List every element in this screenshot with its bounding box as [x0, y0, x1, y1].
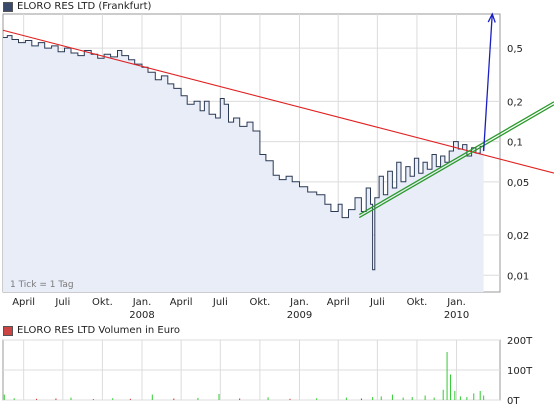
y-tick-label: 0,5 [507, 44, 523, 55]
y-tick-label: 0,1 [507, 138, 523, 149]
x-year-label: 2009 [287, 310, 312, 321]
volume-chart-title: ELORO RES LTD Volumen in Euro [17, 325, 181, 336]
x-tick-label: Jan. [289, 297, 309, 308]
y-tick-label: 0,2 [507, 97, 523, 108]
price-chart-title: ELORO RES LTD (Frankfurt) [17, 1, 152, 12]
price-y-axis: 0,5 0,2 0,1 0,05 0,02 0,01 [507, 44, 529, 282]
y-tick-label: 0,01 [507, 271, 529, 282]
tick-note: 1 Tick = 1 Tag [10, 280, 74, 290]
volume-y-axis: 200T 100T 0T [507, 336, 533, 407]
x-year-label: 2008 [129, 310, 154, 321]
price-legend-swatch [3, 1, 13, 12]
volume-legend-swatch [3, 325, 13, 336]
price-legend: ELORO RES LTD (Frankfurt) [3, 1, 151, 12]
trendline-down [2, 29, 554, 174]
trendline-up [358, 104, 554, 219]
x-tick-label: Okt. [250, 297, 271, 308]
volume-y-tick-label: 0T [507, 396, 520, 407]
volume-y-tick-label: 200T [507, 336, 533, 347]
x-tick-label: Juli [369, 297, 385, 308]
y-tick-label: 0,05 [507, 178, 529, 189]
x-tick-label: Okt. [92, 297, 113, 308]
trendlines [2, 29, 554, 219]
x-tick-label: Juli [54, 297, 70, 308]
trendline-up-parallel [358, 101, 554, 216]
volume-legend: ELORO RES LTD Volumen in Euro [3, 325, 180, 336]
x-tick-label: April [170, 297, 193, 308]
x-tick-label: Jan. [132, 297, 152, 308]
price-x-axis: April Juli Okt. Jan. 2008 April Juli Okt. Jan. 20… [12, 297, 469, 321]
x-tick-label: April [327, 297, 350, 308]
forecast-arrow [482, 12, 496, 152]
x-tick-label: Okt. [407, 297, 428, 308]
arrow-head [487, 12, 496, 23]
x-tick-label: Juli [212, 297, 228, 308]
volume-bars [3, 352, 485, 400]
x-year-label: 2010 [444, 310, 469, 321]
x-tick-label: April [12, 297, 35, 308]
x-tick-label: Jan. [446, 297, 466, 308]
price-area [3, 35, 484, 292]
volume-y-tick-label: 100T [507, 366, 533, 377]
arrow-shaft [482, 13, 493, 152]
y-tick-label: 0,02 [507, 231, 529, 242]
volume-grid [3, 339, 500, 401]
